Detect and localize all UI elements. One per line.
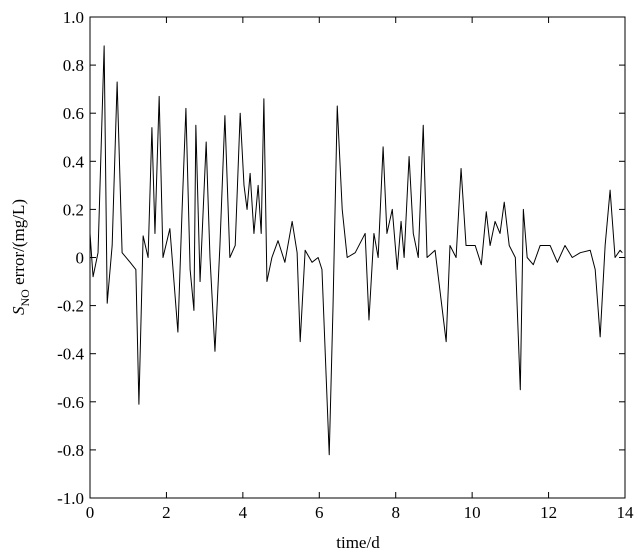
- y-tick-label: -0.6: [57, 393, 84, 412]
- y-label-subscript: NO: [18, 289, 32, 307]
- plot-frame: [89, 16, 626, 499]
- x-tick-label: 0: [86, 503, 95, 522]
- x-tick-label: 12: [540, 503, 557, 522]
- y-label-symbol: S: [9, 306, 28, 315]
- y-axis-label: SNO error/(mg/L): [9, 199, 32, 315]
- y-label-text: error/(mg/L): [9, 199, 28, 289]
- x-tick-label: 6: [315, 503, 324, 522]
- y-tick-label: 0.4: [63, 152, 85, 171]
- y-tick-label: -1.0: [57, 489, 84, 508]
- x-tick-label: 10: [464, 503, 481, 522]
- y-tick-label: -0.4: [57, 345, 84, 364]
- y-tick-label: 1.0: [63, 8, 84, 27]
- y-tick-label: -0.2: [57, 297, 84, 316]
- x-tick-label: 14: [617, 503, 635, 522]
- y-tick-label: 0.8: [63, 56, 84, 75]
- x-tick-label: 8: [391, 503, 400, 522]
- y-tick-label: 0.6: [63, 104, 84, 123]
- x-axis-label: time/d: [336, 533, 380, 552]
- x-tick-label: 4: [239, 503, 248, 522]
- data-line: [89, 45, 623, 456]
- y-tick-label: 0: [76, 249, 85, 268]
- y-tick-label: 0.2: [63, 200, 84, 219]
- y-tick-label: -0.8: [57, 441, 84, 460]
- x-tick-label: 2: [162, 503, 171, 522]
